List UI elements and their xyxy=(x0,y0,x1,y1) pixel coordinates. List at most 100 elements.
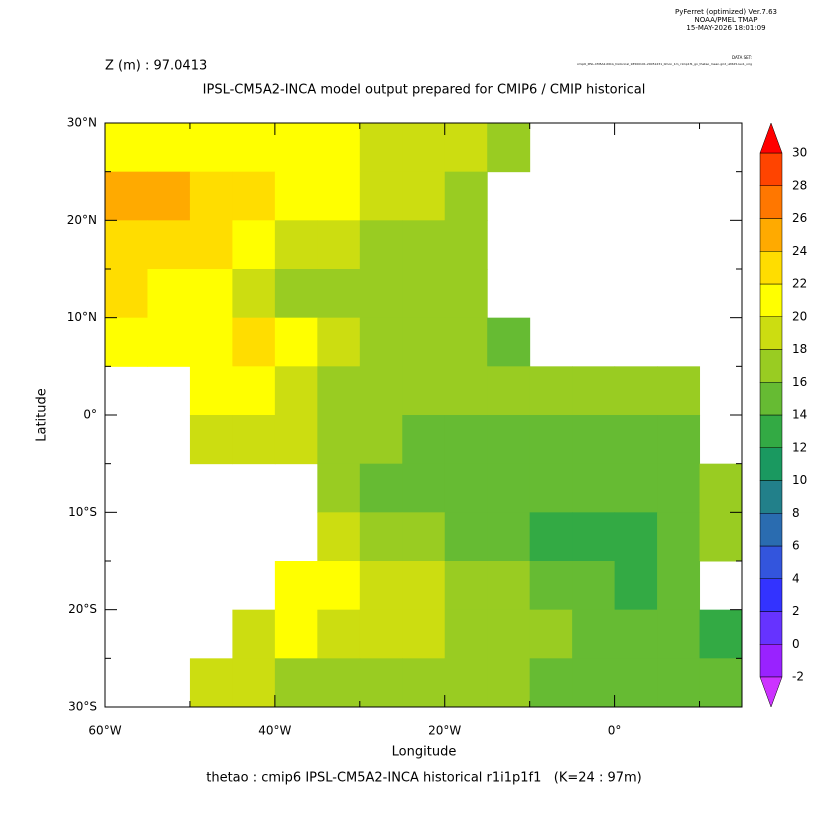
colorbar-over xyxy=(759,122,783,154)
cell xyxy=(529,512,573,562)
colorbar-band xyxy=(759,644,783,678)
cell xyxy=(317,609,361,659)
cell xyxy=(444,609,488,659)
colorbar-band xyxy=(759,578,783,612)
y-tick-label: 30°N xyxy=(67,116,97,130)
colorbar-label: 6 xyxy=(792,539,800,553)
x-tick-label: 0° xyxy=(608,724,622,738)
cell xyxy=(444,366,488,416)
cell xyxy=(274,123,318,173)
cell xyxy=(614,561,658,611)
cell xyxy=(572,658,616,708)
cell xyxy=(572,512,616,562)
colorbar-band xyxy=(759,545,783,579)
colorbar-under xyxy=(759,676,783,708)
colorbar-label: 10 xyxy=(792,473,807,487)
cell xyxy=(317,415,361,465)
cell xyxy=(317,269,361,319)
cell xyxy=(444,317,488,367)
cell xyxy=(487,512,531,562)
colorbar-band xyxy=(759,283,783,317)
cell xyxy=(232,171,276,221)
cell xyxy=(232,317,276,367)
cell xyxy=(699,609,743,659)
cell xyxy=(657,609,701,659)
y-axis-label: Latitude xyxy=(35,388,50,442)
cell xyxy=(232,366,276,416)
cell xyxy=(529,609,573,659)
colorbar-label: 30 xyxy=(792,146,807,160)
cell xyxy=(487,561,531,611)
colorbar-label: 14 xyxy=(792,408,807,422)
cell xyxy=(402,220,446,270)
colorbar-label: 0 xyxy=(792,637,800,651)
cell xyxy=(189,123,233,173)
cell xyxy=(359,463,403,513)
header-line: NOAA/PMEL TMAP xyxy=(695,16,758,24)
cell xyxy=(317,561,361,611)
cell xyxy=(402,561,446,611)
subtitle: Z (m) : 97.0413 xyxy=(105,59,207,74)
cell xyxy=(402,463,446,513)
colorbar-band xyxy=(759,611,783,645)
cell xyxy=(487,609,531,659)
cell xyxy=(657,561,701,611)
cell xyxy=(189,317,233,367)
cell xyxy=(317,123,361,173)
cell xyxy=(147,269,191,319)
cell xyxy=(402,609,446,659)
chart-title: IPSL-CM5A2-INCA model output prepared fo… xyxy=(203,83,646,98)
cell xyxy=(657,463,701,513)
cell xyxy=(614,463,658,513)
cell xyxy=(317,317,361,367)
y-tick-label: 30°S xyxy=(68,700,97,714)
cell xyxy=(444,658,488,708)
colorbar-label: 18 xyxy=(792,342,807,356)
colorbar-band xyxy=(759,316,783,350)
x-tick-label: 40°W xyxy=(258,724,291,738)
cell xyxy=(402,317,446,367)
cell xyxy=(614,609,658,659)
cell xyxy=(147,317,191,367)
cell xyxy=(572,561,616,611)
cell xyxy=(274,269,318,319)
cell xyxy=(444,415,488,465)
cell xyxy=(402,269,446,319)
dataset-name: cmip6_IPSL-CM5A2-INCA_historical_1850010… xyxy=(577,62,752,66)
cell xyxy=(359,609,403,659)
colorbar-band xyxy=(759,349,783,383)
colorbar-label: 16 xyxy=(792,375,807,389)
cell xyxy=(189,220,233,270)
cell xyxy=(444,463,488,513)
cell xyxy=(657,366,701,416)
y-tick-label: 10°S xyxy=(68,505,97,519)
cell xyxy=(232,220,276,270)
cell xyxy=(572,609,616,659)
cell xyxy=(232,609,276,659)
cell xyxy=(359,269,403,319)
colorbar-label: 8 xyxy=(792,506,800,520)
colorbar-band xyxy=(759,480,783,514)
cell xyxy=(487,415,531,465)
x-tick-label: 20°W xyxy=(428,724,461,738)
cell xyxy=(444,512,488,562)
colorbar-band xyxy=(759,185,783,219)
colorbar-label: 20 xyxy=(792,309,807,323)
cell xyxy=(105,171,148,221)
cell xyxy=(487,123,531,173)
colorbar-label: 2 xyxy=(792,604,800,618)
cell xyxy=(529,463,573,513)
cell xyxy=(529,561,573,611)
cell xyxy=(359,415,403,465)
cell xyxy=(189,366,233,416)
cell xyxy=(359,171,403,221)
cell xyxy=(317,366,361,416)
y-tick-label: 0° xyxy=(83,408,97,422)
cell xyxy=(317,171,361,221)
cell xyxy=(402,123,446,173)
cell xyxy=(189,658,233,708)
cell xyxy=(359,561,403,611)
y-tick-label: 20°N xyxy=(67,213,97,227)
cell xyxy=(274,415,318,465)
